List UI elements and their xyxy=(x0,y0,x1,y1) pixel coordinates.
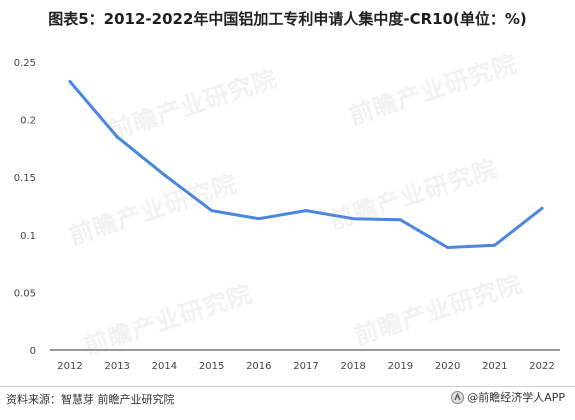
x-axis-ticks: 2012 2013 2014 2015 2016 2017 2018 2019 2020 2021… xyxy=(57,361,554,372)
x-tick-label: 2017 xyxy=(293,361,318,372)
data-point xyxy=(115,135,119,139)
data-point xyxy=(257,217,261,221)
data-points xyxy=(68,80,544,249)
series-line xyxy=(68,80,544,249)
x-tick-label: 2014 xyxy=(152,361,177,372)
data-point xyxy=(162,173,166,177)
y-axis-ticks: 0 0.05 0.1 0.15 0.2 0.25 xyxy=(14,58,36,357)
data-point xyxy=(210,209,214,213)
data-point xyxy=(398,218,402,222)
data-point xyxy=(68,80,72,84)
x-tick-label: 2018 xyxy=(340,361,365,372)
y-tick-label: 0.2 xyxy=(20,116,36,127)
x-tick-label: 2016 xyxy=(246,361,271,372)
x-tick-label: 2013 xyxy=(104,361,129,372)
y-tick-label: 0 xyxy=(30,346,36,357)
brand-logo-icon xyxy=(451,390,465,404)
data-point xyxy=(540,206,544,210)
x-tick-label: 2022 xyxy=(529,361,554,372)
data-point xyxy=(304,209,308,213)
brand-credit: @前瞻经济学人APP xyxy=(451,389,565,405)
y-tick-label: 0.25 xyxy=(14,58,36,69)
source-note: 资料来源：智慧芽 前瞻产业研究院 xyxy=(6,393,175,406)
footer-divider xyxy=(0,386,575,387)
data-point xyxy=(351,217,355,221)
x-tick-label: 2021 xyxy=(482,361,507,372)
x-tick-label: 2015 xyxy=(199,361,224,372)
y-tick-label: 0.1 xyxy=(20,231,36,242)
x-tick-label: 2012 xyxy=(57,361,82,372)
data-point xyxy=(446,245,450,249)
brand-text: @前瞻经济学人APP xyxy=(467,391,565,404)
x-tick-label: 2020 xyxy=(435,361,460,372)
y-tick-label: 0.15 xyxy=(14,173,36,184)
x-tick-label: 2019 xyxy=(388,361,413,372)
y-tick-label: 0.05 xyxy=(14,288,36,299)
chart-title: 图表5：2012-2022年中国铝加工专利申请人集中度-CR10(单位：%) xyxy=(48,10,527,28)
data-point xyxy=(493,243,497,247)
